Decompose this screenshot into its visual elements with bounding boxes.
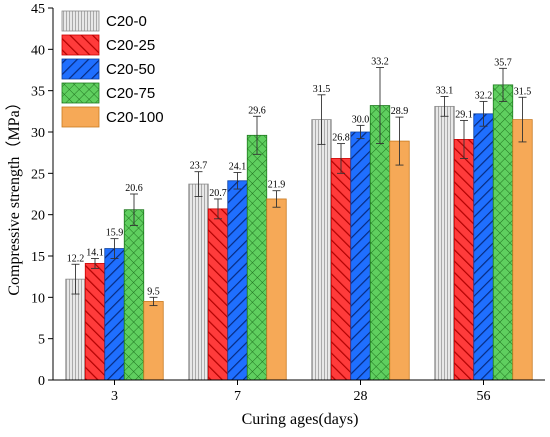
bar-C20-50-28 — [350, 131, 371, 381]
data-label-C20-25-28: 26.8 — [332, 133, 350, 144]
error-bar-C20-25-7 — [214, 198, 222, 220]
data-label-C20-0-3: 12.2 — [67, 253, 85, 264]
labels-layer: 12.214.115.9 20.6 9.5 23.7 20.7 24.1 29.6 21.9 3… — [67, 57, 532, 298]
data-label-C20-50-28: 30.0 — [352, 114, 370, 125]
legend-item-C20-50: C20-50 — [61, 58, 155, 80]
x-tick-label-7: 7 — [234, 389, 241, 404]
bar-C20-100-56 — [512, 119, 533, 381]
y-tick-label-5: 5 — [38, 333, 45, 348]
error-bar-C20-0-28 — [317, 94, 326, 145]
x-tick-label-28: 28 — [354, 389, 368, 404]
error-bar-C20-100-3 — [149, 296, 158, 307]
error-bar-C20-75-56 — [499, 67, 507, 102]
data-label-C20-100-28: 28.9 — [391, 106, 409, 117]
legend-item-C20-25: C20-25 — [61, 34, 155, 56]
x-tick-label-3: 3 — [111, 389, 118, 404]
bar-C20-25-3 — [84, 263, 106, 381]
y-tick-label-30: 30 — [31, 126, 45, 141]
error-bar-C20-100-28 — [395, 116, 404, 166]
error-bar-C20-100-56 — [518, 96, 527, 143]
y-tick-label-10: 10 — [31, 291, 45, 306]
bar-C20-25-56 — [453, 139, 475, 381]
bar-C20-100-28 — [389, 140, 410, 381]
bar-C20-75-3 — [123, 209, 145, 381]
error-bar-C20-0-3 — [71, 263, 80, 295]
data-label-C20-0-7: 23.7 — [190, 161, 208, 172]
data-label-C20-50-7: 24.1 — [229, 162, 247, 173]
bar-C20-50-3 — [104, 248, 125, 381]
legend-swatch — [61, 58, 100, 80]
y-tick-label-45: 45 — [31, 2, 45, 17]
data-label-C20-75-56: 35.7 — [494, 57, 512, 68]
bar-C20-25-7 — [207, 208, 229, 381]
legend-label: C20-0 — [106, 13, 147, 30]
error-bar-C20-75-28 — [376, 67, 384, 145]
legend-label: C20-25 — [106, 37, 155, 54]
error-bar-C20-0-56 — [440, 96, 449, 117]
legend-swatch — [61, 10, 100, 32]
y-tick-label-15: 15 — [31, 250, 45, 265]
error-bar-C20-50-28 — [356, 124, 365, 140]
error-bar-C20-25-28 — [337, 143, 345, 174]
bar-C20-100-3 — [143, 301, 164, 381]
data-label-C20-25-56: 29.1 — [455, 109, 473, 120]
data-label-C20-25-7: 20.7 — [209, 188, 227, 199]
data-label-C20-75-28: 33.2 — [371, 57, 389, 68]
legend-label: C20-100 — [106, 109, 164, 126]
error-bar-C20-75-3 — [130, 193, 138, 226]
bar-C20-100-7 — [266, 198, 287, 381]
bar-C20-0-28 — [311, 119, 332, 381]
legend-item-C20-75: C20-75 — [61, 82, 155, 104]
bar-C20-50-56 — [473, 113, 494, 381]
data-label-C20-100-3: 9.5 — [147, 286, 160, 297]
error-bar-C20-25-56 — [460, 119, 468, 159]
legend-label: C20-50 — [106, 61, 155, 78]
data-label-C20-75-7: 29.6 — [248, 105, 266, 116]
bar-C20-75-7 — [246, 134, 268, 381]
bar-C20-50-7 — [227, 180, 248, 381]
bar-C20-75-56 — [492, 84, 514, 381]
error-bar-C20-50-56 — [479, 100, 488, 127]
legend-swatch — [61, 34, 100, 56]
error-bar-C20-0-7 — [194, 171, 203, 197]
x-tick-label-56: 56 — [477, 389, 491, 404]
data-label-C20-75-3: 20.6 — [125, 183, 143, 194]
legend-label: C20-75 — [106, 85, 155, 102]
bar-C20-25-28 — [330, 158, 352, 381]
y-tick-label-35: 35 — [31, 85, 45, 100]
bar-C20-0-7 — [188, 183, 209, 381]
error-bar-C20-75-7 — [253, 115, 261, 155]
y-tick-label-20: 20 — [31, 209, 45, 224]
bar-C20-0-56 — [434, 105, 455, 381]
legend-swatch — [61, 106, 100, 128]
bar-C20-75-28 — [369, 105, 391, 381]
data-label-C20-50-3: 15.9 — [106, 228, 124, 239]
legend-item-C20-0: C20-0 — [61, 10, 147, 32]
axes-layer: 0 5 10 15 20 25 30 35 40 45 3 7 28 56 — [31, 2, 545, 404]
y-tick-label-25: 25 — [31, 167, 45, 182]
y-tick-label-0: 0 — [38, 374, 45, 389]
x-axis-title: Curing ages(days) — [242, 411, 359, 428]
data-label-C20-0-56: 33.1 — [436, 85, 454, 96]
error-bar-C20-100-7 — [272, 190, 281, 208]
data-label-C20-50-56: 32.2 — [475, 90, 493, 101]
error-bar-C20-50-3 — [110, 238, 119, 259]
error-bar-C20-25-3 — [91, 258, 99, 269]
data-label-C20-25-3: 14.1 — [86, 247, 104, 258]
error-bar-C20-50-7 — [233, 172, 242, 190]
data-label-C20-100-7: 21.9 — [268, 180, 286, 191]
legend-item-C20-100: C20-100 — [61, 106, 164, 128]
data-label-C20-0-28: 31.5 — [313, 84, 331, 95]
legend-swatch — [61, 82, 100, 104]
data-label-C20-100-56: 31.5 — [514, 86, 532, 97]
y-tick-label-40: 40 — [31, 43, 45, 58]
bars-layer — [65, 67, 533, 381]
y-axis-title: Compressive strength（MPa） — [5, 94, 23, 295]
legend: C20-0 C20-25 C20-50 C20-75 C20-100 — [61, 10, 164, 128]
